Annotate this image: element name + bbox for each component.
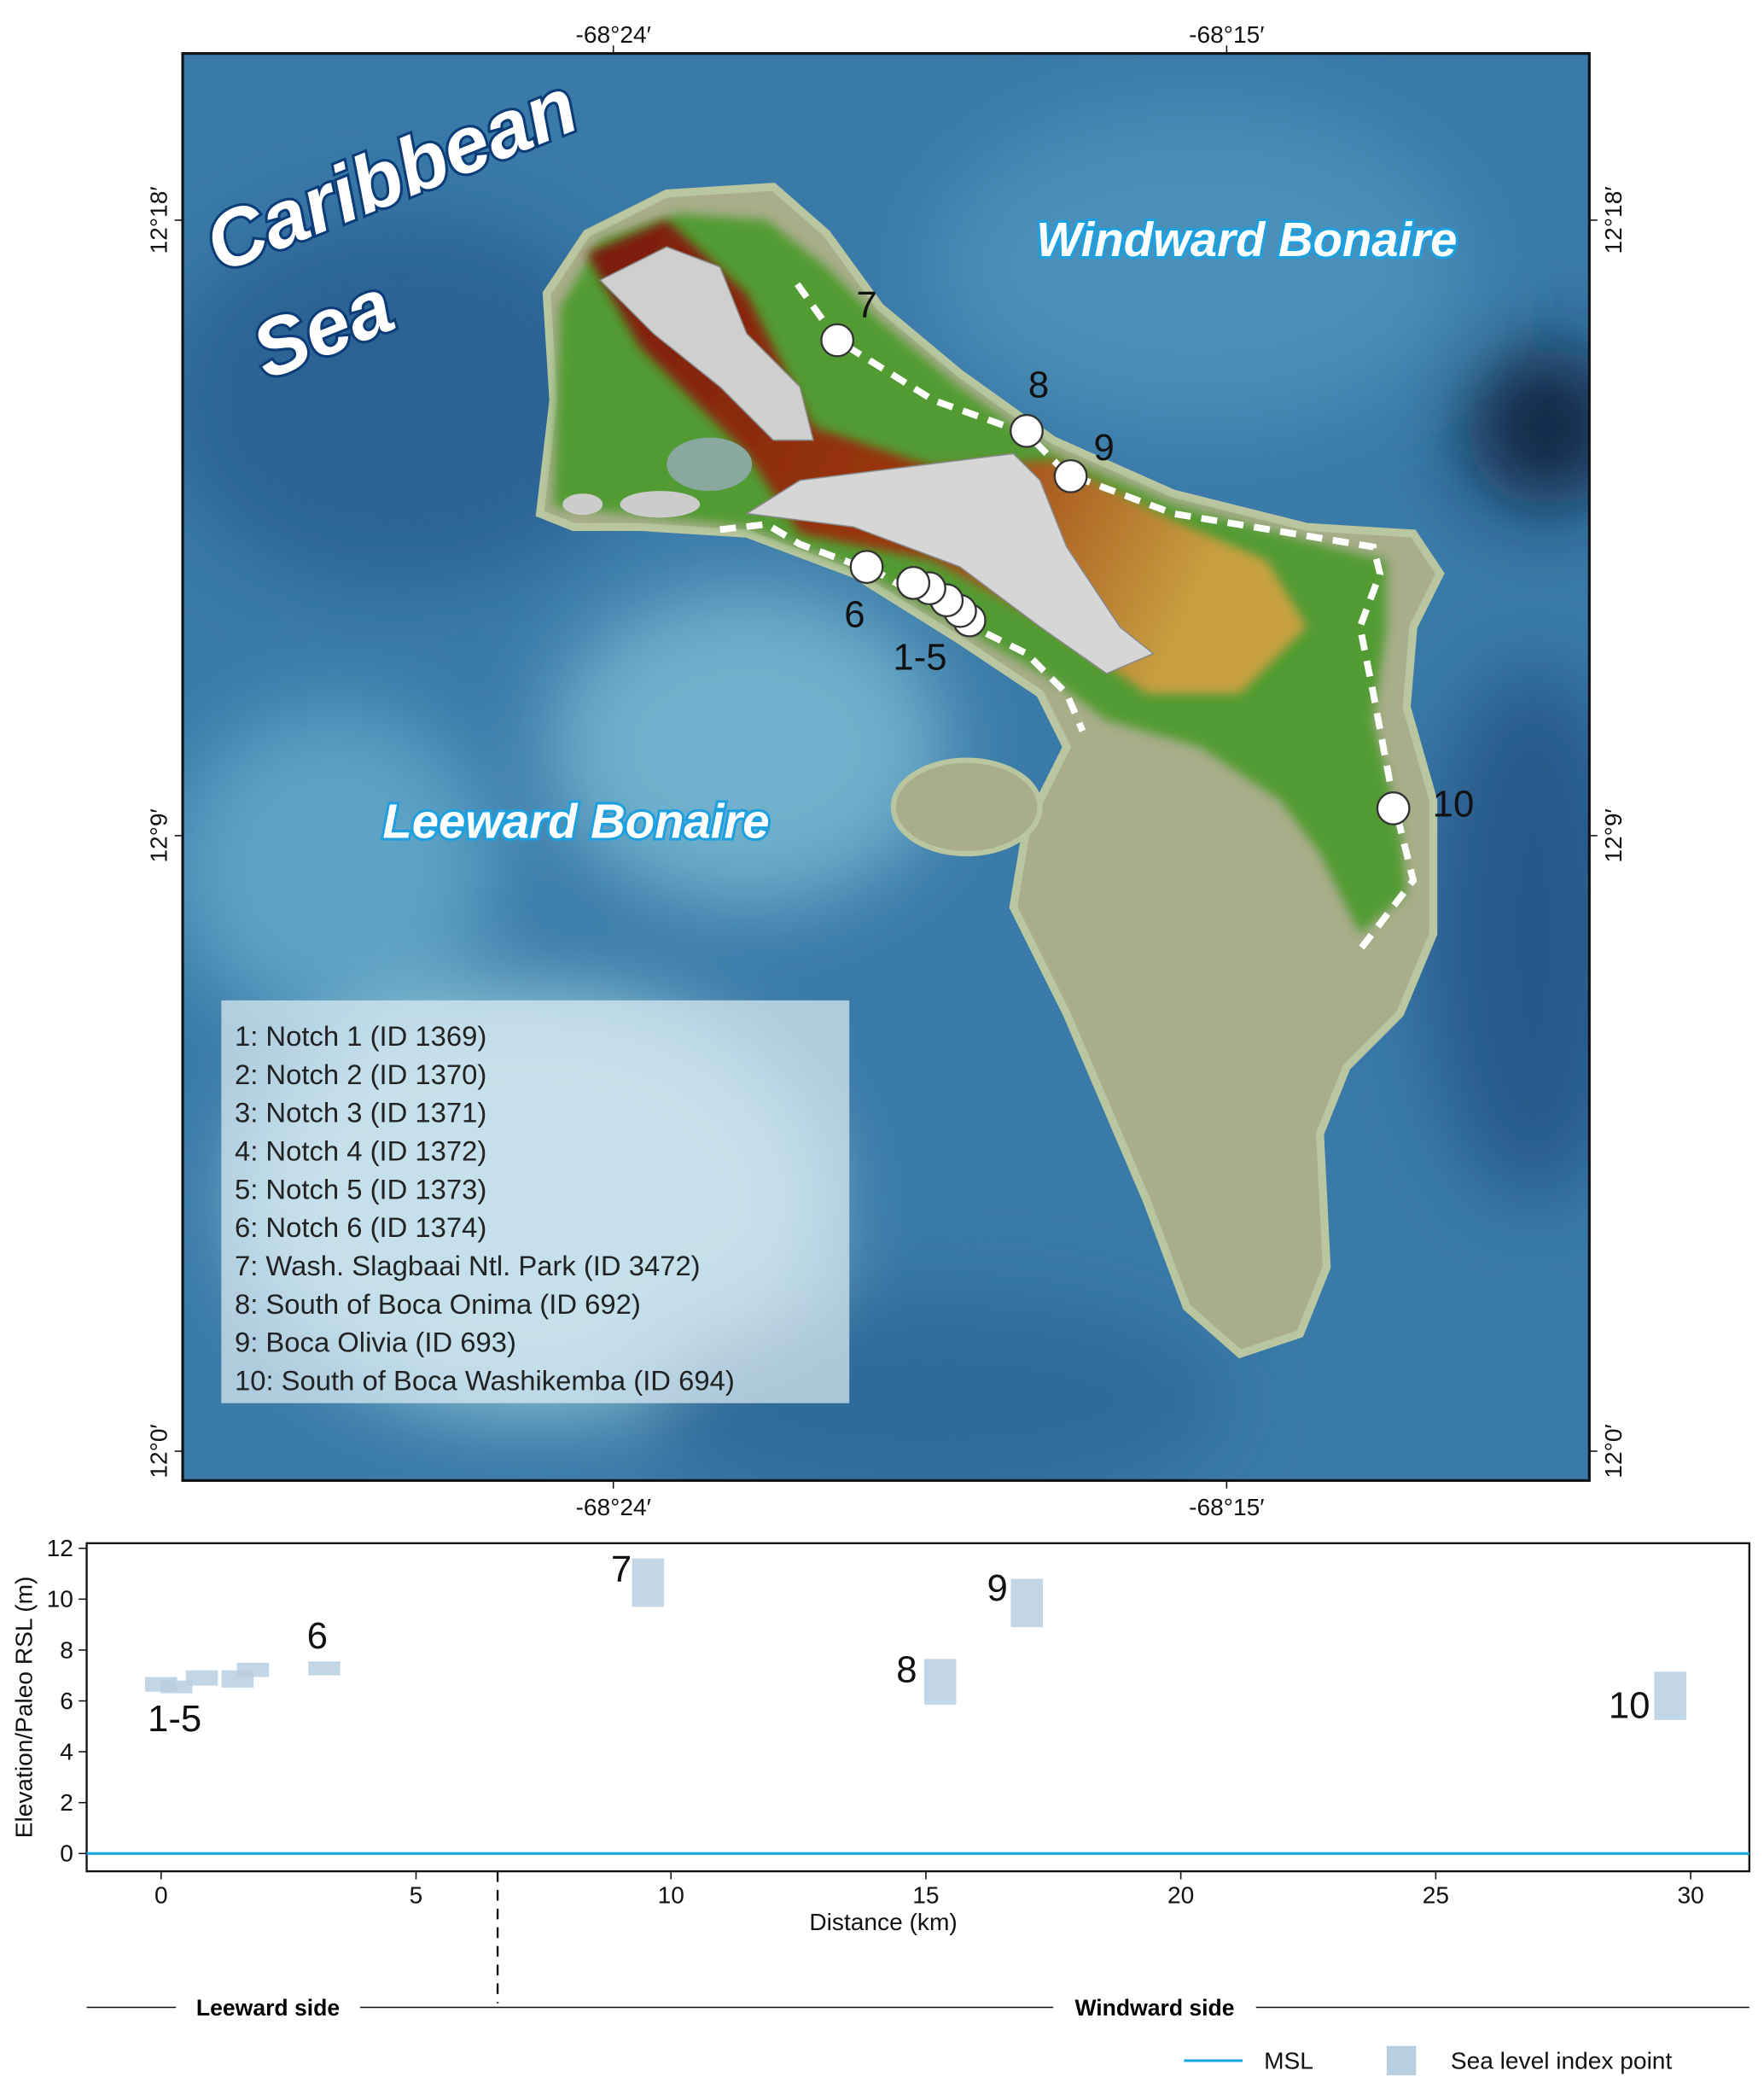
point-label: 6 [307,1615,328,1657]
legend-entry: 9: Boca Olivia (ID 693) [235,1327,516,1358]
side-label: Windward side [1074,1995,1234,2021]
klein-bonaire [890,757,1043,857]
legend-entry: 8: South of Boca Onima (ID 692) [235,1288,641,1320]
legend-entry: 10: South of Boca Washikemba (ID 694) [235,1365,735,1397]
map-ticks: -68°24′ -68°24′ -68°15′ -68°15′ 12°18′ 12°18′… [145,21,1627,1520]
x-tick-label: 15 [912,1882,939,1909]
highlands [744,452,1155,675]
site-marker [896,565,931,600]
legend-entry: 3: Notch 3 (ID 1371) [235,1097,486,1129]
island [535,183,1445,1359]
chart: 0 5 10 15 20 25 30 0 2 4 6 8 10 12 Distance (km) Elevat… [10,1535,1750,2076]
point-label: 8 [896,1648,917,1690]
legend-entry: 4: Notch 4 (ID 1372) [235,1135,486,1167]
sites [820,323,1411,825]
site-label: 7 [856,284,876,326]
index-point [1654,1671,1686,1720]
lat-tick-label: 12°9′ [145,808,172,862]
point-label: 10 [1609,1684,1650,1726]
index-point [185,1670,218,1686]
point-label: 9 [987,1567,1007,1609]
x-tick-label: 0 [154,1882,168,1909]
y-tick-label: 0 [60,1840,73,1867]
legend-label: MSL [1264,2047,1313,2074]
region-label: Leeward Bonaire [382,794,769,848]
x-tick-label: 10 [658,1882,684,1909]
index-point [308,1661,341,1676]
side-label: Leeward side [196,1995,340,2021]
site-label: 1-5 [893,636,946,678]
legend-swatch [1386,2045,1417,2076]
site-label: 6 [844,593,865,635]
map: 7 8 9 6 1-5 10 Caribbean Sea Windward Bo… [183,53,1590,1481]
x-axis-label: Distance (km) [809,1909,957,1935]
ridge [586,219,1307,694]
site-marker [1010,413,1044,448]
site-marker [1376,790,1411,825]
y-tick-label: 10 [47,1586,73,1613]
peak [620,491,701,518]
index-point [632,1558,665,1607]
lat-tick-label: 12°18′ [1600,186,1627,254]
site-label: 10 [1433,783,1475,825]
legend-label: Sea level index point [1451,2047,1673,2074]
y-tick-label: 2 [60,1789,73,1816]
site-legend: 1: Notch 1 (ID 1369) 2: Notch 2 (ID 1370)… [235,1020,735,1397]
lat-tick-label: 12°0′ [145,1424,172,1478]
lat-tick-label: 12°9′ [1600,808,1627,862]
index-point [160,1680,193,1694]
index-point [236,1662,270,1677]
legend-entry: 2: Notch 2 (ID 1370) [235,1059,486,1090]
y-tick-label: 12 [47,1535,73,1561]
lon-tick-label: -68°24′ [575,21,650,48]
peaks [598,246,815,441]
site-marker [849,550,884,585]
y-tick-label: 4 [60,1738,73,1764]
y-tick-label: 8 [60,1636,73,1663]
legend-entry: 7: Wash. Slagbaai Ntl. Park (ID 3472) [235,1250,701,1281]
x-tick-label: 30 [1677,1882,1703,1909]
lon-tick-label: -68°15′ [1189,21,1264,48]
point-label: 1-5 [148,1698,201,1740]
legend-box [221,1000,850,1403]
plot-frame [85,1542,1750,1873]
site-marker [820,323,855,358]
lat-tick-label: 12°18′ [145,186,172,254]
salina [667,437,753,492]
y-axis-label: Elevation/Paleo RSL (m) [10,1577,37,1839]
map-frame [181,52,1591,1482]
region-label: Windward Bonaire [1036,213,1457,266]
x-tick-label: 5 [410,1882,423,1909]
legend-entry: 5: Notch 5 (ID 1373) [235,1173,486,1204]
legend-entry: 1: Notch 1 (ID 1369) [235,1020,486,1052]
index-point [1010,1578,1043,1628]
site-label: 9 [1093,427,1114,469]
index-point [923,1659,957,1705]
peak [562,493,603,516]
lon-tick-label: -68°15′ [1189,1494,1264,1520]
lon-tick-label: -68°24′ [575,1494,650,1520]
x-tick-label: 25 [1423,1882,1449,1909]
legend-entry: 6: Notch 6 (ID 1374) [235,1211,486,1243]
site-marker [1053,458,1088,493]
x-tick-label: 20 [1167,1882,1194,1909]
site-label: 8 [1028,365,1049,406]
lat-tick-label: 12°0′ [1600,1424,1627,1478]
y-tick-label: 6 [60,1688,73,1714]
point-label: 7 [611,1549,632,1590]
